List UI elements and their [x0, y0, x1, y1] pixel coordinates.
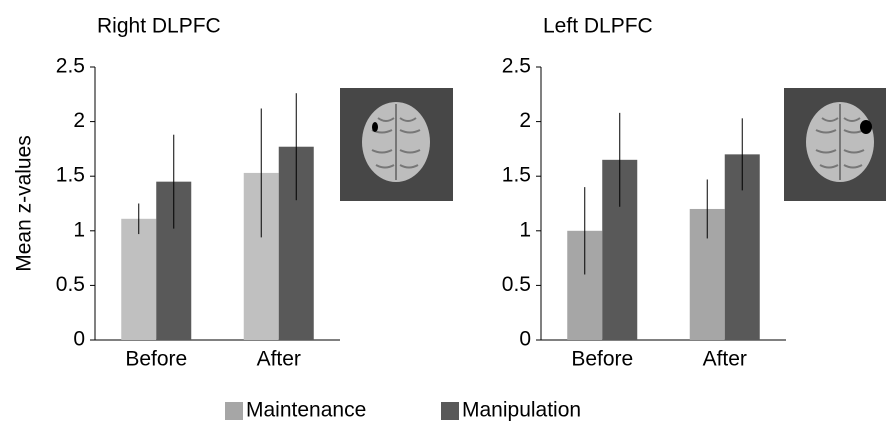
legend-label: Maintenance — [246, 399, 366, 422]
y-tick-label: 1 — [519, 218, 531, 241]
x-tick-label: Before — [571, 348, 633, 371]
y-tick-label: 2.5 — [502, 55, 531, 78]
y-tick-label: 2 — [73, 109, 85, 132]
x-tick-label: After — [257, 348, 301, 371]
x-tick-label: After — [703, 348, 747, 371]
brain-image-left — [784, 88, 886, 201]
legend-swatch — [225, 402, 243, 420]
brain-image-right — [340, 88, 453, 201]
figure: Right DLPFC Mean z-values 0 0.5 1 1.5 2 2.5 Befo… — [0, 0, 886, 425]
x-tick-label: Before — [125, 348, 187, 371]
y-tick-label: 1 — [73, 218, 85, 241]
y-tick-label: 0.5 — [56, 273, 85, 296]
chart-title: Left DLPFC — [543, 15, 653, 38]
y-tick-label: 2 — [519, 109, 531, 132]
y-tick-label: 0 — [519, 328, 531, 351]
y-axis-label: Mean z-values — [13, 135, 36, 272]
y-tick-label: 0 — [73, 328, 85, 351]
bar — [121, 219, 156, 340]
chart-title: Right DLPFC — [97, 15, 221, 38]
legend-swatch — [441, 402, 459, 420]
legend-label: Manipulation — [462, 399, 581, 422]
y-tick-label: 1.5 — [56, 164, 85, 187]
y-tick-label: 2.5 — [56, 55, 85, 78]
y-tick-label: 1.5 — [502, 164, 531, 187]
y-tick-label: 0.5 — [502, 273, 531, 296]
